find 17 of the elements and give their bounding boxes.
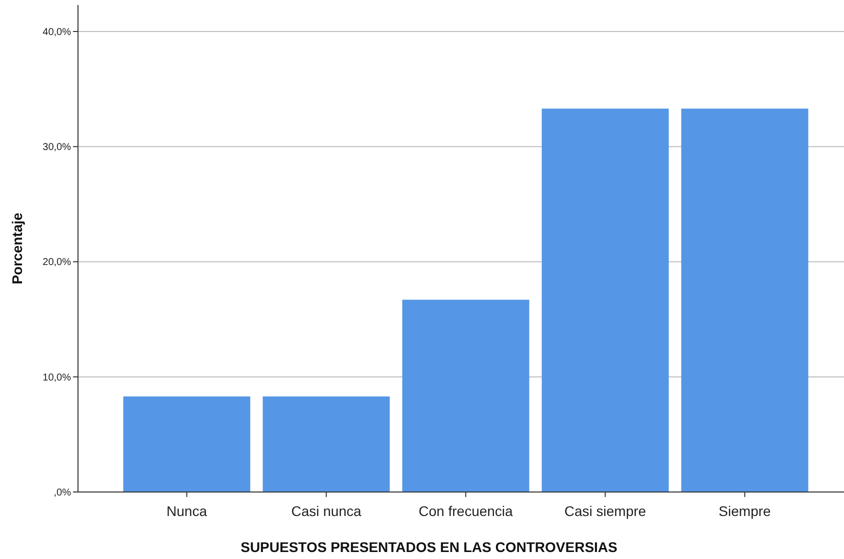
x-tick-label: Con frecuencia bbox=[418, 503, 514, 519]
bar bbox=[681, 108, 808, 492]
x-tick-label: Casi nunca bbox=[291, 503, 362, 519]
x-tick-label: Nunca bbox=[166, 503, 208, 519]
y-tick-label: 20,0% bbox=[42, 257, 72, 268]
bar bbox=[402, 300, 530, 492]
x-axis-title: SUPUESTOS PRESENTADOS EN LAS CONTROVERSIAS bbox=[240, 539, 618, 555]
bar bbox=[123, 396, 250, 492]
y-tick-label: 40,0% bbox=[42, 26, 72, 38]
x-tick-label: Siempre bbox=[718, 503, 772, 519]
bar bbox=[542, 108, 669, 492]
y-tick-label: ,0% bbox=[54, 488, 72, 498]
y-tick-label: 10,0% bbox=[42, 372, 72, 384]
y-axis-title: Porcentaje bbox=[9, 212, 25, 284]
x-tick-label: Casi siempre bbox=[564, 503, 646, 519]
bar bbox=[262, 396, 390, 492]
y-tick-label: 30,0% bbox=[42, 142, 72, 154]
